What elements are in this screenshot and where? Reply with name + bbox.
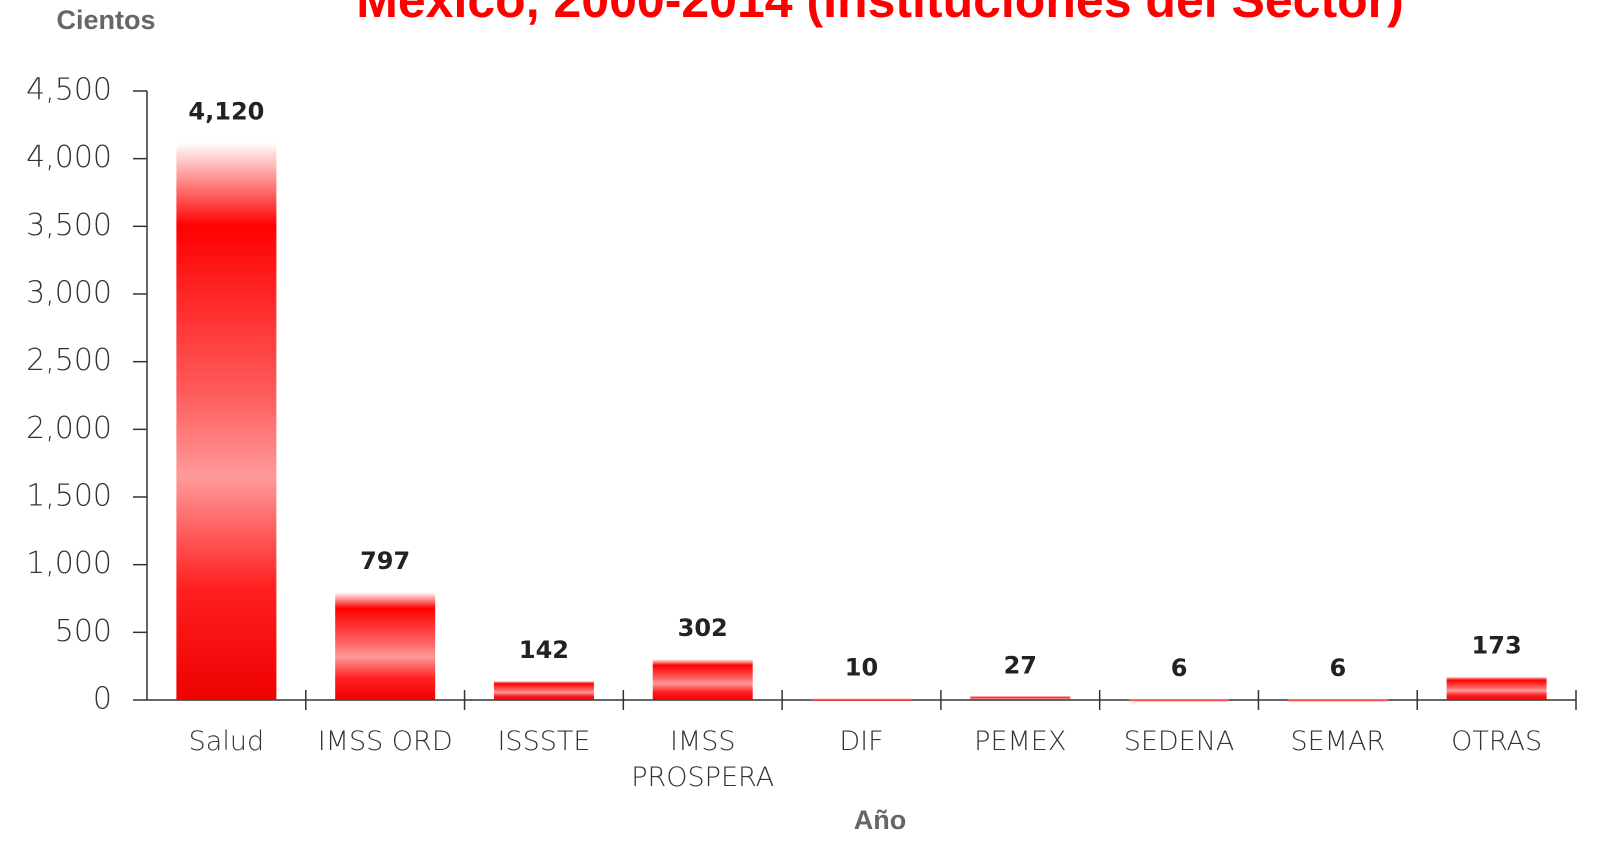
data-label: 10 xyxy=(845,654,878,682)
data-label: 797 xyxy=(360,547,410,575)
x-tick-label: DIF xyxy=(839,726,884,757)
data-label: 6 xyxy=(1171,654,1188,682)
y-tick-label: 2,500 xyxy=(26,343,112,378)
bar xyxy=(176,142,277,701)
y-tick-label: 4,000 xyxy=(26,140,112,175)
data-label: 6 xyxy=(1329,654,1346,682)
bar xyxy=(970,696,1071,700)
data-label: 173 xyxy=(1472,632,1522,660)
bar xyxy=(811,698,912,701)
x-tick-label: PEMEX xyxy=(974,726,1067,757)
y-tick-label: 3,000 xyxy=(26,276,112,311)
y-tick-label: 3,500 xyxy=(26,208,112,243)
x-tick-label: ISSSTE xyxy=(497,726,591,757)
bar xyxy=(493,680,594,700)
x-tick-label: IMSS PROSPERA xyxy=(631,726,775,793)
x-tick-label: SEDENA xyxy=(1123,726,1235,757)
data-label: 4,120 xyxy=(188,97,264,125)
data-label: 142 xyxy=(519,636,569,664)
y-tick-label: 1,000 xyxy=(26,546,112,581)
bar xyxy=(1287,699,1388,702)
x-tick-label: Salud xyxy=(188,726,265,757)
data-label: 302 xyxy=(678,614,728,642)
x-axis-label: Año xyxy=(854,805,906,835)
bar xyxy=(1446,676,1547,700)
x-tick-label: SEMAR xyxy=(1290,726,1386,757)
bar xyxy=(652,659,753,700)
bar xyxy=(1129,699,1230,702)
y-tick-label: 4,500 xyxy=(26,73,112,108)
data-label: 27 xyxy=(1004,651,1037,679)
y-tick-label: 1,500 xyxy=(26,479,112,514)
y-tick-label: 500 xyxy=(55,614,112,649)
x-tick-label: OTRAS xyxy=(1451,726,1543,757)
y-tick-label: 0 xyxy=(93,682,112,717)
bar xyxy=(335,592,436,700)
x-tick-label: IMSS ORD xyxy=(317,726,453,757)
chart-title: México, 2000-2014 (Instituciones del Sec… xyxy=(356,0,1404,28)
y-tick-label: 2,000 xyxy=(26,411,112,446)
y-axis-label: Cientos xyxy=(56,5,155,35)
